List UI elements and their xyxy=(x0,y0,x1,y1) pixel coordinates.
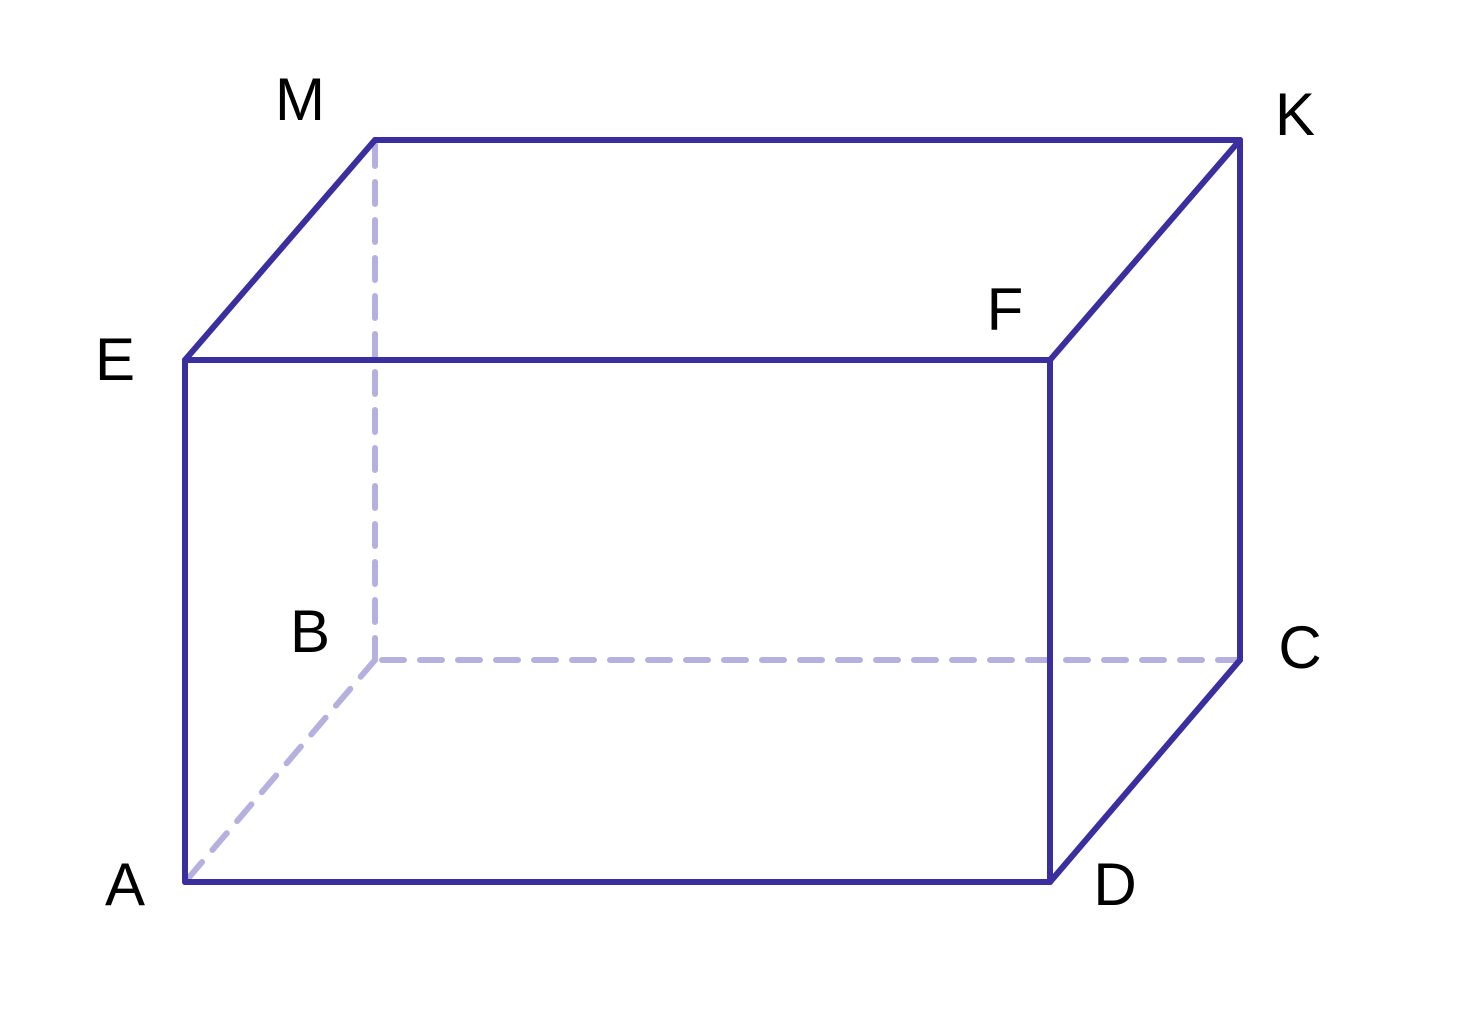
label-C: C xyxy=(1278,614,1321,681)
vertex-labels: A D C B E F K M xyxy=(95,66,1322,918)
edge-ME xyxy=(185,140,375,360)
label-K: K xyxy=(1275,81,1315,148)
edge-DC xyxy=(1050,660,1240,882)
edge-FK xyxy=(1050,140,1240,360)
label-E: E xyxy=(95,326,135,393)
label-D: D xyxy=(1093,851,1136,918)
label-A: A xyxy=(105,851,145,918)
edge-BA xyxy=(185,660,375,882)
label-F: F xyxy=(987,276,1024,343)
label-B: B xyxy=(290,598,330,665)
visible-edges xyxy=(185,140,1240,882)
hidden-edges xyxy=(185,140,1240,882)
label-M: M xyxy=(275,66,325,133)
cuboid-diagram: A D C B E F K M xyxy=(0,0,1464,1026)
